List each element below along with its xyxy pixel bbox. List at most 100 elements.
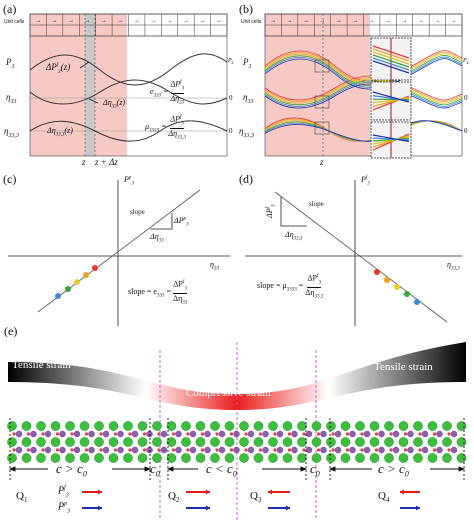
atom-big — [195, 437, 206, 447]
panel-e-label: (e) — [4, 324, 18, 338]
atom-purple — [44, 430, 52, 438]
inset-line — [372, 134, 410, 148]
cell-arrow: → — [35, 18, 41, 24]
data-point — [92, 265, 98, 271]
panel-e-figure — [7, 342, 467, 520]
atom-big — [181, 437, 191, 447]
atom-red — [331, 432, 335, 436]
atom-purple — [436, 446, 443, 454]
atom-big — [297, 421, 307, 431]
atom-big — [297, 437, 307, 447]
dp3-label: ΔPf3(z) — [46, 62, 71, 75]
zero-2: 0 — [229, 127, 233, 135]
d-dp-label: ΔPf3 — [265, 204, 277, 218]
atom-purple — [204, 430, 211, 438]
atom-purple — [247, 430, 255, 438]
inset-line — [372, 134, 410, 143]
atom-red — [157, 448, 161, 452]
cell-arrow: → — [134, 18, 140, 24]
atom-big — [50, 421, 61, 431]
atom-big — [195, 453, 206, 463]
inset-line — [372, 133, 410, 151]
cell-arrow: → — [270, 18, 276, 24]
atom-big — [166, 453, 177, 463]
grey-strip — [85, 14, 95, 156]
data-point — [374, 269, 380, 275]
atom-big — [282, 453, 293, 463]
atom-purple — [378, 430, 385, 438]
atom-purple — [349, 446, 356, 454]
atom-big — [268, 437, 278, 447]
eta33-series — [264, 83, 463, 109]
atom-red — [287, 432, 292, 436]
cell-arrow: → — [303, 18, 309, 24]
atom-purple — [204, 446, 211, 454]
atom-big — [311, 453, 322, 463]
atom-red — [360, 448, 364, 452]
atom-big — [65, 421, 75, 431]
panel-c-plot — [8, 180, 230, 326]
atom-purple — [305, 430, 313, 438]
data-point — [83, 272, 89, 278]
cell-arrow: → — [402, 18, 408, 24]
atom-purple — [218, 430, 226, 438]
cell-arrow: → — [117, 18, 123, 24]
atom-red — [113, 432, 118, 436]
atom-big — [21, 453, 32, 463]
d-yaxis-label: Pf3 — [361, 175, 370, 187]
atom-red — [345, 448, 350, 452]
atom-purple — [175, 446, 182, 454]
atom-big — [268, 453, 278, 463]
atom-red — [200, 448, 205, 452]
atom-purple — [131, 430, 139, 438]
cell-arrow: → — [84, 18, 90, 24]
atom-red — [26, 432, 31, 436]
atom-big — [311, 437, 322, 447]
row-eta333-label: η33,3 — [4, 126, 19, 139]
atom-red — [345, 432, 350, 436]
cell-arrow: → — [352, 18, 358, 24]
inset-line — [372, 136, 410, 145]
eta33-curve — [29, 79, 228, 105]
cell-arrow: → — [199, 18, 205, 24]
atom-big — [210, 421, 220, 431]
atom-big — [50, 437, 61, 447]
atom-big — [123, 421, 133, 431]
panel-d-plot — [245, 180, 462, 326]
cell-arrow: → — [369, 18, 375, 24]
atom-big — [239, 421, 249, 431]
atom-big — [181, 421, 191, 431]
atom-purple — [276, 446, 284, 454]
atom-big — [384, 453, 394, 463]
atom-purple — [262, 430, 269, 438]
atom-big — [137, 437, 148, 447]
cell-arrow: → — [52, 18, 58, 24]
atom-big — [224, 437, 235, 447]
strain-band — [8, 342, 466, 410]
atom-red — [41, 432, 45, 436]
atom-big — [456, 453, 467, 463]
atom-big — [398, 437, 409, 447]
c-lt-c0-label: c < c0 — [206, 461, 237, 479]
atom-purple — [146, 446, 153, 454]
atom-purple — [305, 446, 313, 454]
b-zero-1: 0 — [464, 94, 468, 102]
panel-c-label: (c) — [3, 172, 17, 186]
eta33-series — [264, 78, 463, 104]
atom-red — [331, 448, 335, 452]
atom-purple — [160, 430, 168, 438]
atom-purple — [320, 446, 327, 454]
atom-purple — [73, 430, 81, 438]
atom-purple — [117, 446, 124, 454]
atom-purple — [262, 446, 269, 454]
atom-big — [369, 421, 380, 431]
atom-purple — [407, 446, 414, 454]
atom-purple — [291, 446, 298, 454]
cell-arrow: → — [418, 18, 424, 24]
atom-red — [128, 448, 132, 452]
atom-big — [340, 453, 351, 463]
atom-lattice — [7, 421, 467, 463]
data-point — [55, 293, 61, 299]
panel-a-label: (a) — [3, 2, 17, 16]
tensile-right-label: Tensile strain — [374, 361, 433, 373]
